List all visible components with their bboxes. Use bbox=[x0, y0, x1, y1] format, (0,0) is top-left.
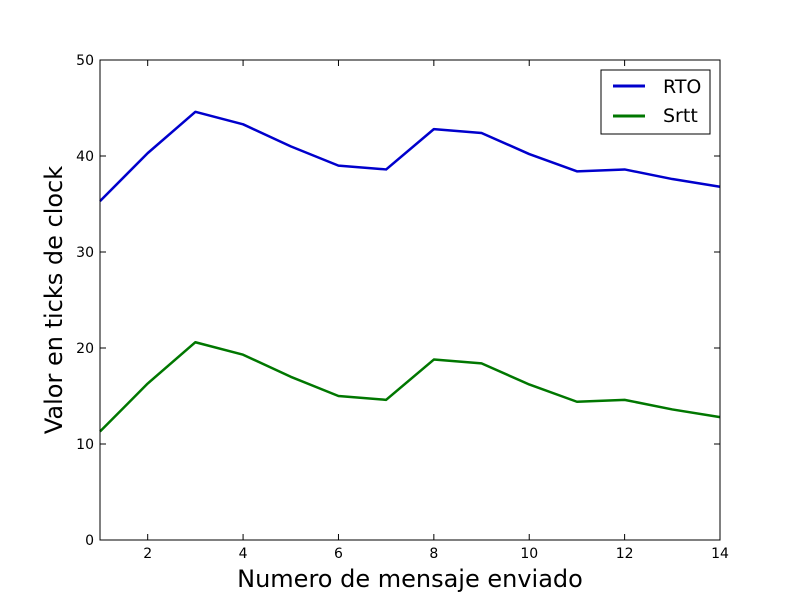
y-tick-label: 50 bbox=[76, 53, 94, 69]
series-line-srtt bbox=[99, 340, 721, 433]
x-tick-label: 4 bbox=[239, 546, 248, 562]
x-tick-label: 14 bbox=[711, 546, 729, 562]
legend: RTO Srtt bbox=[600, 69, 711, 135]
y-tick-label: 30 bbox=[76, 245, 94, 261]
x-tick-label: 8 bbox=[429, 546, 438, 562]
y-tick-label: 20 bbox=[76, 341, 94, 357]
legend-label-srtt: Srtt bbox=[663, 105, 698, 127]
legend-box bbox=[600, 69, 711, 135]
x-tick-label: 10 bbox=[520, 546, 538, 562]
y-tick-label: 0 bbox=[85, 533, 94, 549]
x-tick-label: 6 bbox=[334, 546, 343, 562]
plot-frame bbox=[99, 59, 721, 541]
series-line-rto bbox=[99, 110, 721, 203]
x-tick-label: 2 bbox=[143, 546, 152, 562]
y-tick-label: 10 bbox=[76, 437, 94, 453]
x-tick-label: 12 bbox=[616, 546, 634, 562]
y-axis-label: Valor en ticks de clock bbox=[40, 166, 68, 434]
x-axis-label: Numero de mensaje enviado bbox=[237, 565, 583, 593]
y-tick-label: 40 bbox=[76, 149, 94, 165]
plot-area bbox=[100, 60, 720, 540]
legend-label-rto: RTO bbox=[663, 76, 701, 98]
